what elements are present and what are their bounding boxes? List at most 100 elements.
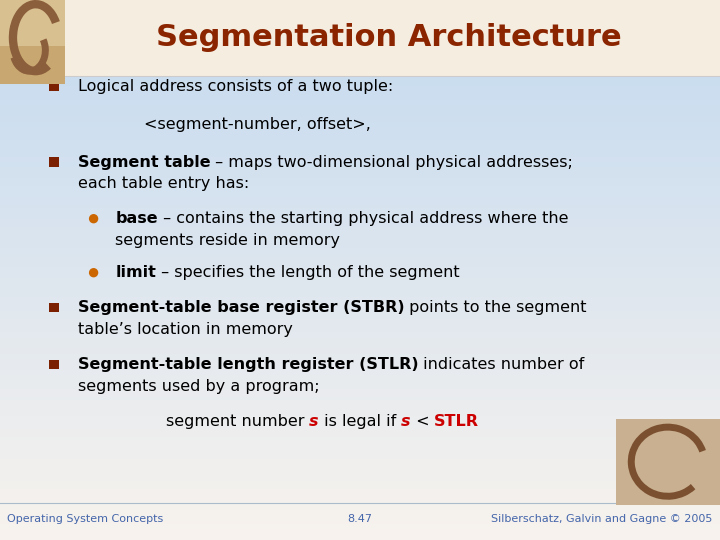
- Bar: [0, 486, 720, 489]
- Bar: [0, 116, 720, 119]
- Bar: [0, 178, 720, 181]
- Bar: [0, 521, 720, 524]
- Bar: [0, 46, 720, 49]
- Bar: [0, 16, 720, 19]
- Text: Segmentation Architecture: Segmentation Architecture: [156, 23, 621, 52]
- Bar: [0, 89, 720, 92]
- Text: points to the segment: points to the segment: [405, 300, 587, 315]
- Bar: [0, 351, 720, 354]
- Bar: [0, 124, 720, 127]
- Bar: [0, 410, 720, 413]
- Bar: [0, 500, 720, 502]
- Bar: [0, 329, 720, 332]
- Bar: [0, 338, 720, 340]
- Bar: [0, 386, 720, 389]
- Bar: [0, 524, 720, 526]
- Text: each table entry has:: each table entry has:: [78, 176, 249, 191]
- Bar: [0, 537, 720, 540]
- Bar: [0, 505, 720, 508]
- Bar: [0, 392, 720, 394]
- Text: Logical address consists of a two tuple:: Logical address consists of a two tuple:: [78, 79, 393, 94]
- Bar: [0, 472, 720, 475]
- Bar: [0, 35, 720, 38]
- Bar: [0, 32, 720, 35]
- Bar: [0, 435, 720, 437]
- Text: – specifies the length of the segment: – specifies the length of the segment: [156, 265, 459, 280]
- Bar: [0, 0, 65, 46]
- Bar: [0, 375, 720, 378]
- Bar: [0, 43, 720, 46]
- Bar: [0, 0, 720, 76]
- Bar: [0, 327, 720, 329]
- Bar: [0, 221, 720, 224]
- Bar: [0, 424, 720, 427]
- Bar: [0, 49, 720, 51]
- Bar: [0, 289, 720, 292]
- Bar: [0, 248, 720, 251]
- Bar: [0, 216, 720, 219]
- Bar: [0, 40, 720, 43]
- Bar: [0, 119, 720, 122]
- Bar: [0, 389, 720, 392]
- Bar: [0, 421, 720, 424]
- Bar: [0, 316, 720, 319]
- Bar: [0, 456, 720, 459]
- Bar: [0, 383, 720, 386]
- Bar: [0, 157, 720, 159]
- Bar: [0, 81, 720, 84]
- Bar: [0, 173, 720, 176]
- Bar: [0, 243, 720, 246]
- Bar: [0, 497, 720, 500]
- Bar: [0, 491, 720, 494]
- Bar: [0, 305, 720, 308]
- Bar: [0, 22, 720, 24]
- Bar: [0, 319, 720, 321]
- Bar: [49, 303, 58, 313]
- Bar: [49, 82, 58, 91]
- Bar: [0, 313, 720, 316]
- Text: – contains the starting physical address where the: – contains the starting physical address…: [158, 211, 568, 226]
- Text: indicates number of: indicates number of: [418, 357, 585, 372]
- Bar: [0, 38, 720, 40]
- Bar: [0, 467, 720, 470]
- Bar: [0, 324, 720, 327]
- Bar: [0, 197, 720, 200]
- Bar: [0, 332, 720, 335]
- Bar: [0, 381, 720, 383]
- Bar: [0, 14, 720, 16]
- Bar: [0, 46, 65, 84]
- Bar: [0, 254, 720, 256]
- Bar: [0, 159, 720, 162]
- Text: STLR: STLR: [434, 414, 480, 429]
- Text: is legal if: is legal if: [319, 414, 401, 429]
- Bar: [0, 3, 720, 5]
- Bar: [0, 108, 720, 111]
- Text: <segment-number, offset>,: <segment-number, offset>,: [144, 117, 371, 132]
- Bar: [0, 284, 720, 286]
- Bar: [0, 211, 720, 213]
- Bar: [0, 478, 720, 481]
- Bar: [0, 481, 720, 483]
- Bar: [0, 267, 720, 270]
- Bar: [0, 184, 720, 186]
- Bar: [0, 230, 720, 232]
- Bar: [0, 359, 720, 362]
- Bar: [0, 429, 720, 432]
- Text: Segment table: Segment table: [78, 154, 210, 170]
- Bar: [0, 113, 720, 116]
- Text: table’s location in memory: table’s location in memory: [78, 322, 292, 337]
- Bar: [0, 432, 720, 435]
- Bar: [0, 213, 720, 216]
- Bar: [0, 370, 720, 373]
- Bar: [0, 94, 720, 97]
- Bar: [0, 526, 720, 529]
- Bar: [0, 408, 720, 410]
- Bar: [0, 176, 720, 178]
- Bar: [0, 378, 720, 381]
- Bar: [0, 192, 720, 194]
- Bar: [0, 462, 720, 464]
- Text: Segment-table length register (STLR): Segment-table length register (STLR): [78, 357, 418, 372]
- Bar: [0, 130, 720, 132]
- Bar: [0, 427, 720, 429]
- Bar: [0, 8, 720, 11]
